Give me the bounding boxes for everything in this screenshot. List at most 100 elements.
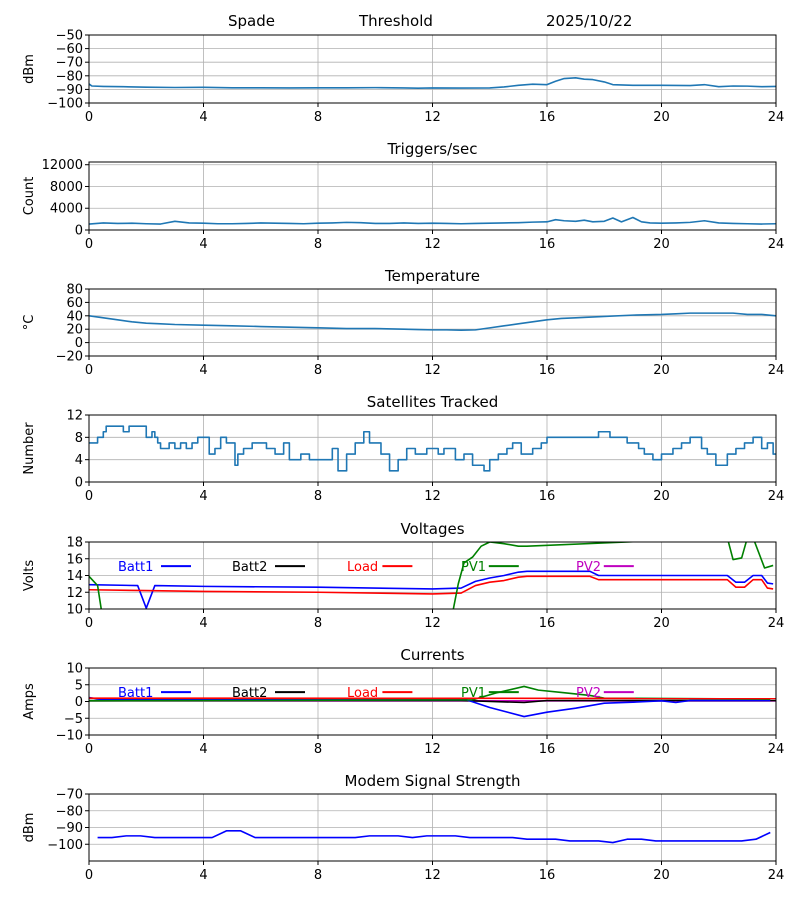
y-tick-label: −80 [56,69,83,84]
x-tick-label: 24 [768,363,785,378]
y-axis-label: Number [22,422,37,475]
legend-label: Load [347,686,378,701]
legend-label: Load [347,560,378,575]
x-tick-label: 0 [85,616,93,631]
y-tick-label: 8000 [50,180,83,195]
y-tick-label: 16 [66,552,83,567]
y-tick-label: 0 [75,476,83,491]
x-tick-label: 12 [424,110,441,125]
x-tick-label: 0 [85,237,93,252]
y-tick-label: 0 [75,224,83,239]
y-tick-label: 80 [66,283,83,298]
x-tick-label: 24 [768,489,785,504]
legend-label: Batt2 [232,686,267,701]
x-tick-label: 20 [653,742,670,757]
x-tick-label: 20 [653,363,670,378]
x-tick-label: 16 [539,742,556,757]
y-axis-label: dBm [22,813,37,843]
y-tick-label: −80 [56,804,83,819]
y-tick-label: 14 [66,569,83,584]
y-tick-label: 12 [66,586,83,601]
chart-triggers: 0 4 8 12 16 20 24 0 4000 8000 12000 Triggers/sec Cou… [22,140,784,252]
grid-modem_signal [88,793,777,861]
x-tick-label: 12 [424,616,441,631]
chart-title: Satellites Tracked [367,393,498,411]
header-date: 2025/10/22 [546,12,633,30]
x-tick-label: 8 [314,363,322,378]
legend-label: Batt1 [118,686,153,701]
x-tick-label: 16 [539,868,556,883]
y-tick-label: 10 [66,603,83,618]
x-tick-label: 20 [653,489,670,504]
series-line-triggers-sec [89,216,776,225]
chart-title: Temperature [384,267,480,285]
y-tick-label: 60 [66,296,83,311]
y-tick-label: −5 [64,712,83,727]
chart-satellites: 0 4 8 12 16 20 24 0 4 8 12 Satellites Tracked Number [22,393,784,504]
y-tick-label: −70 [56,788,83,803]
legend-currents: Batt1 Batt2 Load PV1 PV2 [118,686,634,701]
y-axis-label: Count [22,177,37,216]
x-tick-label: 0 [85,489,93,504]
y-tick-label: 18 [66,536,83,551]
y-tick-label: −50 [56,29,83,44]
series-group-triggers [89,216,776,225]
grid-triggers [88,162,777,231]
y-tick-label: 4 [75,453,83,468]
x-tick-label: 0 [85,110,93,125]
x-tick-label: 12 [424,489,441,504]
y-tick-label: 10 [66,662,83,677]
y-axis-label: dBm [22,54,37,84]
x-tick-label: 8 [314,237,322,252]
legend-label: Batt2 [232,560,267,575]
y-tick-label: 0 [75,336,83,351]
x-tick-label: 0 [85,868,93,883]
y-tick-label: 4000 [50,202,83,217]
x-tick-label: 4 [199,868,207,883]
x-tick-label: 0 [85,742,93,757]
x-tick-label: 8 [314,616,322,631]
series-line-satellites [89,425,776,472]
y-tick-label: −20 [56,350,83,365]
series-group-satellites [89,425,776,472]
x-tick-label: 4 [199,489,207,504]
series-line-temperature [89,312,776,332]
legend-label: PV2 [576,686,601,701]
header-mode: Threshold [359,12,433,30]
grid-threshold [88,34,777,104]
x-tick-label: 24 [768,742,785,757]
x-tick-label: 16 [539,489,556,504]
chart-modem_signal: 0 4 8 12 16 20 24 −100 −90 −80−70 Modem Signal Str… [22,772,784,883]
x-tick-label: 12 [424,237,441,252]
chart-title: Triggers/sec [387,140,478,158]
chart-title: Modem Signal Strength [345,772,521,790]
series-line-pv1 [89,542,774,609]
y-axis-label: °C [22,315,37,331]
x-tick-label: 24 [768,110,785,125]
x-tick-label: 20 [653,868,670,883]
y-tick-label: −100 [47,97,83,112]
y-tick-label: −60 [56,42,83,57]
figure-header: Spade Threshold 2025/10/22 [0,0,800,30]
x-tick-label: 8 [314,489,322,504]
x-tick-label: 12 [424,868,441,883]
y-tick-label: 12 [66,409,83,424]
series-group-currents [89,685,776,718]
legend-label: PV1 [461,686,486,701]
legend-voltages: Batt1 Batt2 Load PV1 PV2 [118,560,634,575]
y-tick-label: 20 [66,323,83,338]
y-tick-label: 12000 [42,158,83,173]
x-tick-label: 20 [653,616,670,631]
legend-label: PV1 [461,560,486,575]
y-tick-label: −100 [47,838,83,853]
x-tick-label: 12 [424,363,441,378]
y-tick-label: 5 [75,678,83,693]
x-tick-label: 16 [539,616,556,631]
series-line-modem [97,830,771,844]
y-axis-label: Volts [22,560,37,592]
x-tick-label: 24 [768,868,785,883]
x-tick-label: 4 [199,110,207,125]
